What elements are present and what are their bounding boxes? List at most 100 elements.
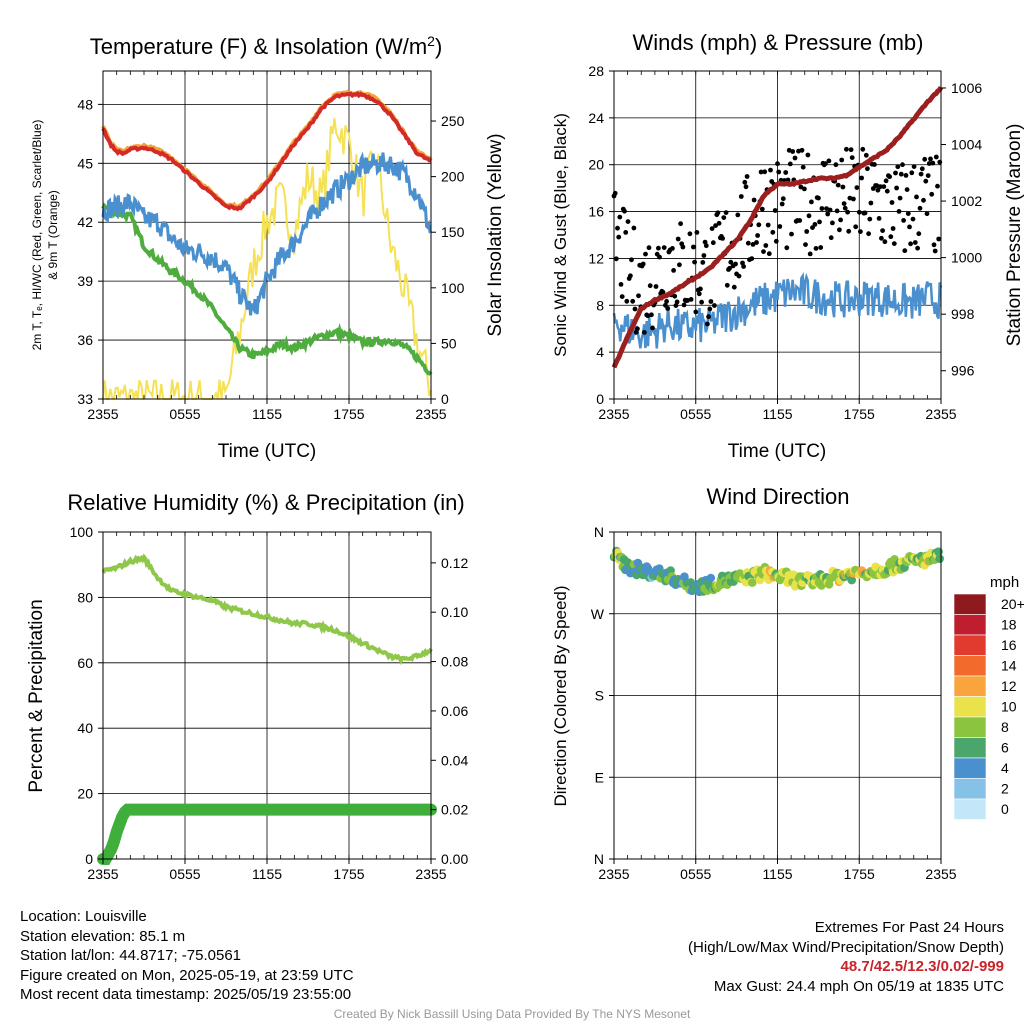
y2-tick-label: 50 <box>441 335 457 351</box>
gust-point <box>698 286 703 292</box>
gust-point <box>929 191 935 197</box>
gust-point <box>884 188 890 194</box>
x-tick-label: 0555 <box>169 866 200 882</box>
gust-point <box>867 216 873 222</box>
humidity-title: Relative Humidity (%) & Precipitation (i… <box>67 490 464 515</box>
y2-tick-label: 0 <box>441 391 449 407</box>
gust-point <box>833 162 839 168</box>
gust-point <box>665 306 671 311</box>
gust-point <box>727 265 732 271</box>
legend-label: 0 <box>1001 801 1009 817</box>
gust-point <box>674 299 680 305</box>
gust-point <box>625 219 631 225</box>
gust-point <box>904 187 910 193</box>
legend-label: 4 <box>1001 760 1009 776</box>
gust-point <box>898 171 904 177</box>
y-tick-label: 48 <box>77 96 93 112</box>
gust-point <box>912 240 918 245</box>
y2-tick-label: 996 <box>951 363 975 379</box>
winds-ylabel: Sonic Wind & Gust (Blue, Black) <box>551 113 570 357</box>
gust-point <box>736 273 742 279</box>
legend-swatch <box>953 614 987 636</box>
y-tick-label: 28 <box>588 63 604 79</box>
gust-point <box>866 231 871 237</box>
gust-point <box>924 211 930 217</box>
legend-label: 2 <box>1001 781 1009 797</box>
y-tick-label: 42 <box>77 214 93 230</box>
gust-point <box>812 222 818 227</box>
temperature-2m-line <box>101 90 432 212</box>
gust-point <box>743 184 749 190</box>
x-tick-label: 1155 <box>252 866 282 882</box>
gust-point <box>932 248 938 254</box>
legend-label: 18 <box>1001 617 1017 633</box>
gust-point <box>780 196 786 202</box>
gust-point <box>672 293 678 299</box>
gust-point <box>800 164 806 170</box>
legend-swatch <box>953 675 987 697</box>
gust-point <box>618 282 624 287</box>
gust-point <box>842 205 848 211</box>
gust-point <box>759 206 765 212</box>
gust-point <box>911 164 917 170</box>
gust-point <box>629 257 634 263</box>
gust-point <box>664 299 669 304</box>
gust-point <box>839 157 845 163</box>
x-tick-label: 2355 <box>925 866 956 882</box>
x-tick-label: 1155 <box>252 406 282 422</box>
gust-point <box>738 194 744 199</box>
gust-point <box>935 183 940 189</box>
y-tick-label: 12 <box>588 250 604 266</box>
temperature-ylabel-left: 2m T, Tₑ, HI/WC (Red, Green, Scarlet/Blu… <box>30 120 44 351</box>
gust-point <box>617 214 623 220</box>
gust-point <box>653 284 659 289</box>
gust-point <box>925 173 931 179</box>
gust-point <box>825 211 831 217</box>
gust-point <box>813 246 819 251</box>
precipitation-line <box>97 803 437 865</box>
gust-point <box>657 254 662 260</box>
gust-point <box>895 164 901 170</box>
gust-point <box>902 248 908 254</box>
gust-point <box>809 199 814 205</box>
gust-point <box>890 226 896 231</box>
gust-point <box>742 179 748 185</box>
y2-tick-label: 0.12 <box>441 555 468 571</box>
gust-point <box>708 299 714 304</box>
gust-point <box>887 174 892 180</box>
x-tick-label: 2355 <box>598 406 629 422</box>
gust-point <box>915 245 920 251</box>
gust-point <box>797 218 803 223</box>
sonic-wind-line <box>612 272 943 349</box>
gust-point <box>699 299 704 305</box>
gust-point <box>882 239 888 245</box>
gust-point <box>623 230 629 235</box>
temperature-panel: Temperature (F) & Insolation (W/m2) 2355… <box>30 33 506 462</box>
winds-title: Winds (mph) & Pressure (mb) <box>633 30 924 55</box>
station-info: Location: Louisville Station elevation: … <box>20 907 354 1005</box>
wind-direction-title: Wind Direction <box>706 484 849 509</box>
gust-point <box>707 306 713 312</box>
gust-point <box>706 314 711 320</box>
gust-point <box>694 230 700 235</box>
gust-point <box>907 224 912 230</box>
gust-point <box>828 235 834 241</box>
y2-tick-label: 100 <box>441 280 465 296</box>
gust-point <box>859 175 864 181</box>
gust-point <box>636 293 641 299</box>
gust-point <box>751 197 757 203</box>
gust-point <box>851 196 856 202</box>
gust-point <box>826 158 832 164</box>
y-tick-label: S <box>595 688 604 704</box>
gust-point <box>845 209 850 215</box>
legend-swatch <box>953 634 987 656</box>
gust-point <box>754 240 759 245</box>
humidity-panel: Relative Humidity (%) & Precipitation (i… <box>26 490 468 882</box>
gust-point <box>650 325 655 331</box>
x-tick-label: 2355 <box>415 406 446 422</box>
y-tick-label: 24 <box>588 110 604 126</box>
y-tick-label: 4 <box>596 344 604 360</box>
gust-point <box>805 152 811 158</box>
pressure-line <box>611 86 944 369</box>
y2-tick-label: 1002 <box>951 193 982 209</box>
